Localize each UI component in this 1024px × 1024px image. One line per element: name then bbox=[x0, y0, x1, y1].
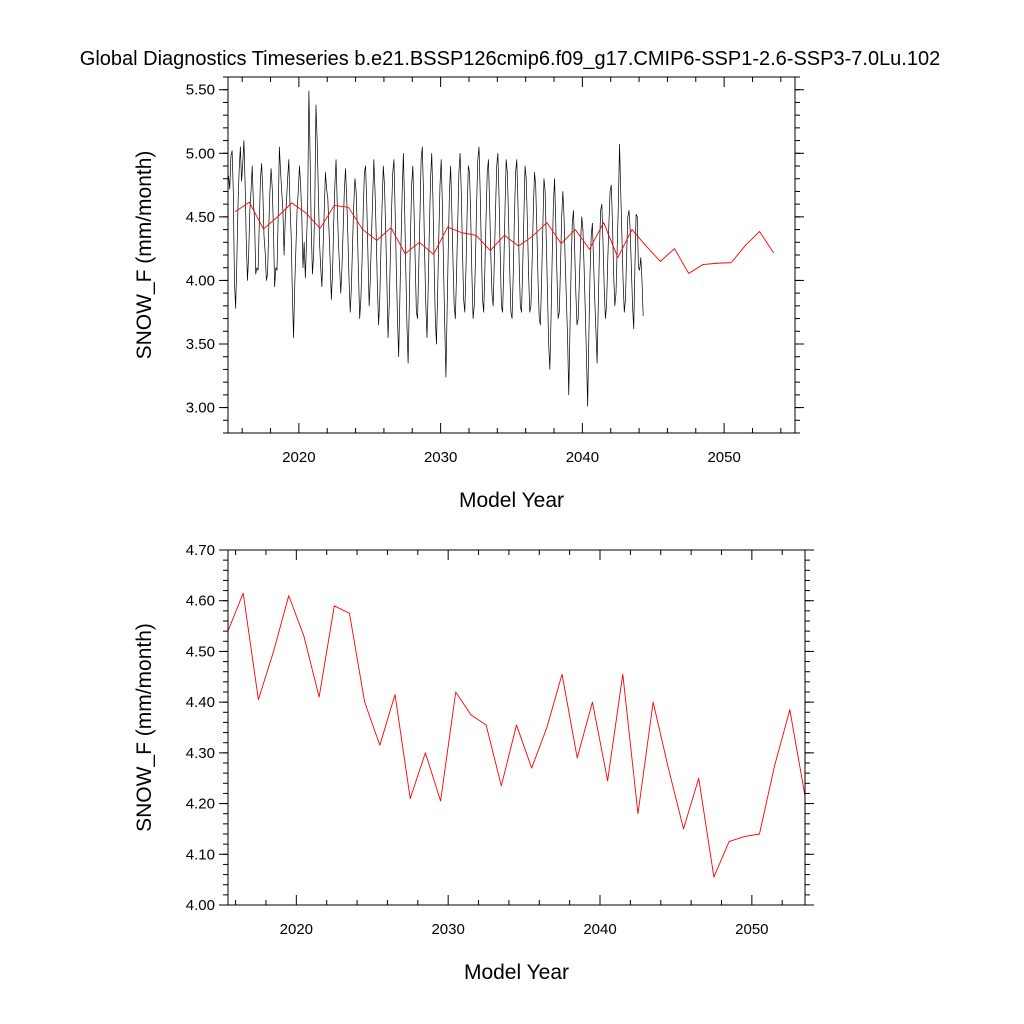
bottom-y-tick-label: 4.70 bbox=[186, 542, 215, 559]
top-y-tick-label: 4.50 bbox=[186, 209, 215, 226]
bottom-panel-axes: 2020 2030 2040 2050 4.00 4.10 4.20 4.30 4.40 4.50… bbox=[186, 542, 814, 938]
bottom-y-tick-label: 4.50 bbox=[186, 643, 215, 660]
bottom-x-tick-label: 2030 bbox=[431, 921, 464, 938]
top-y-axis-title: SNOW_F (mm/month) bbox=[133, 151, 156, 360]
bottom-annual-series-line bbox=[228, 592, 805, 878]
top-x-tick-label: 2040 bbox=[566, 449, 599, 466]
bottom-x-tick-label: 2040 bbox=[583, 921, 616, 938]
bottom-panel: 2020 2030 2040 2050 4.00 4.10 4.20 4.30 4.40 4.50… bbox=[133, 542, 814, 984]
top-panel-frame bbox=[227, 76, 796, 434]
top-y-tick-label: 4.00 bbox=[186, 272, 215, 289]
bottom-x-axis-title: Model Year bbox=[464, 961, 569, 984]
top-panel-axes: 2020 2030 2040 2050 3.00 3.50 4.00 4.50 5.00 5.50 bbox=[186, 76, 804, 466]
bottom-y-tick-label: 4.60 bbox=[186, 593, 215, 610]
bottom-y-tick-label: 4.30 bbox=[186, 745, 215, 762]
bottom-panel-frame bbox=[227, 549, 806, 906]
top-monthly-series-line bbox=[228, 90, 644, 407]
top-annual-series-line bbox=[234, 201, 775, 274]
bottom-x-tick-label: 2020 bbox=[280, 921, 313, 938]
bottom-x-tick-label: 2050 bbox=[735, 921, 768, 938]
top-y-tick-label: 3.00 bbox=[186, 400, 215, 417]
top-x-tick-label: 2030 bbox=[424, 449, 457, 466]
top-panel-marks bbox=[228, 90, 775, 407]
top-y-tick-label: 5.50 bbox=[186, 82, 215, 99]
top-y-tick-label: 5.00 bbox=[186, 145, 215, 162]
top-x-tick-label: 2020 bbox=[282, 449, 315, 466]
bottom-y-tick-label: 4.40 bbox=[186, 694, 215, 711]
top-y-tick-label: 3.50 bbox=[186, 336, 215, 353]
bottom-y-axis-title: SNOW_F (mm/month) bbox=[133, 623, 156, 832]
top-x-axis-title: Model Year bbox=[459, 489, 564, 512]
bottom-y-tick-label: 4.00 bbox=[186, 897, 215, 914]
bottom-y-tick-label: 4.10 bbox=[186, 846, 215, 863]
bottom-y-tick-label: 4.20 bbox=[186, 796, 215, 813]
figure-title: Global Diagnostics Timeseries b.e21.BSSP… bbox=[80, 48, 940, 70]
top-x-tick-label: 2050 bbox=[707, 449, 740, 466]
top-panel: 2020 2030 2040 2050 3.00 3.50 4.00 4.50 5.00 5.50… bbox=[133, 76, 804, 512]
bottom-panel-marks bbox=[228, 592, 805, 878]
